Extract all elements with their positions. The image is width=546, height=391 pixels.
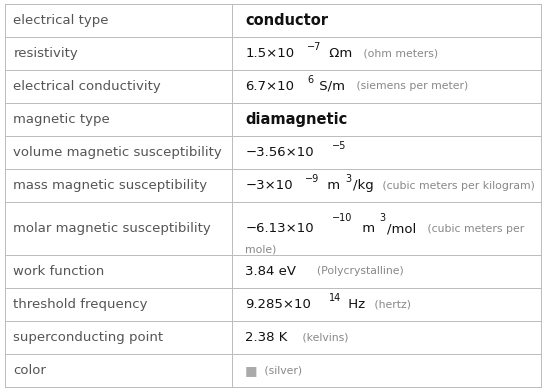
Text: 9.285×10: 9.285×10: [245, 298, 311, 311]
Text: S/m: S/m: [315, 80, 345, 93]
Text: (silver): (silver): [261, 366, 302, 376]
Text: −3×10: −3×10: [245, 179, 293, 192]
Text: (siemens per meter): (siemens per meter): [353, 81, 468, 91]
Text: 1.5×10: 1.5×10: [245, 47, 294, 60]
Text: /kg: /kg: [353, 179, 373, 192]
Text: 3: 3: [379, 213, 385, 223]
Text: color: color: [14, 364, 46, 377]
Text: conductor: conductor: [245, 13, 328, 28]
Text: 2.38 K: 2.38 K: [245, 331, 288, 344]
Text: work function: work function: [14, 265, 105, 278]
Text: 6.7×10: 6.7×10: [245, 80, 294, 93]
Text: (ohm meters): (ohm meters): [360, 48, 438, 59]
Text: ■: ■: [245, 364, 258, 377]
Text: 3.84 eV: 3.84 eV: [245, 265, 296, 278]
Text: −3.56×10: −3.56×10: [245, 146, 314, 159]
Text: (Polycrystalline): (Polycrystalline): [310, 267, 403, 276]
Text: superconducting point: superconducting point: [14, 331, 164, 344]
Text: 6: 6: [307, 75, 313, 85]
Text: threshold frequency: threshold frequency: [14, 298, 148, 311]
Text: diamagnetic: diamagnetic: [245, 112, 347, 127]
Text: magnetic type: magnetic type: [14, 113, 110, 126]
Text: mole): mole): [245, 245, 277, 255]
Text: electrical type: electrical type: [14, 14, 109, 27]
Text: volume magnetic susceptibility: volume magnetic susceptibility: [14, 146, 222, 159]
Text: −6.13×10: −6.13×10: [245, 222, 314, 235]
Text: electrical conductivity: electrical conductivity: [14, 80, 161, 93]
Text: 3: 3: [345, 174, 351, 184]
Text: Ωm: Ωm: [325, 47, 353, 60]
Text: Hz: Hz: [344, 298, 365, 311]
Text: m: m: [358, 222, 375, 235]
Text: −7: −7: [307, 42, 322, 52]
Text: (kelvins): (kelvins): [299, 332, 348, 343]
Text: (hertz): (hertz): [371, 300, 411, 310]
Text: molar magnetic susceptibility: molar magnetic susceptibility: [14, 222, 211, 235]
Text: (cubic meters per kilogram): (cubic meters per kilogram): [379, 181, 535, 190]
Text: −9: −9: [305, 174, 319, 184]
Text: m: m: [323, 179, 341, 192]
Text: mass magnetic susceptibility: mass magnetic susceptibility: [14, 179, 207, 192]
Text: −5: −5: [332, 141, 346, 151]
Text: (cubic meters per: (cubic meters per: [424, 224, 524, 233]
Text: resistivity: resistivity: [14, 47, 78, 60]
Text: /mol: /mol: [387, 222, 417, 235]
Text: −10: −10: [332, 213, 352, 223]
Text: 14: 14: [329, 293, 341, 303]
